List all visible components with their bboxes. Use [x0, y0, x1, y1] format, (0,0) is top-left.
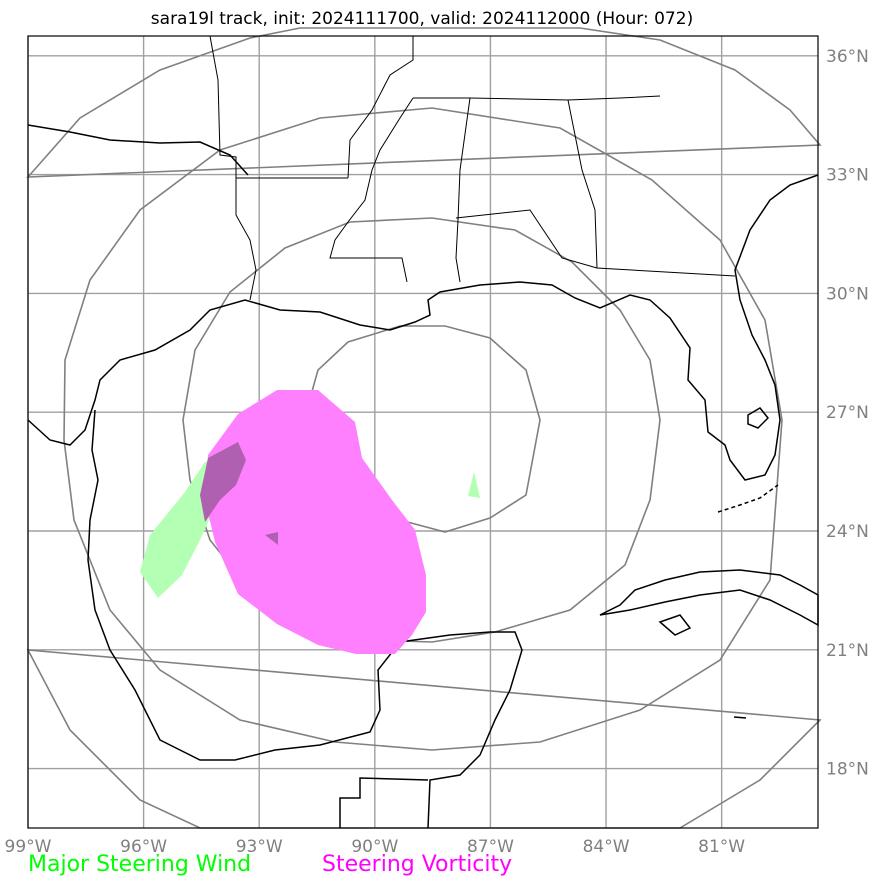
lon-tick-label: 99°W — [5, 837, 52, 857]
overlap-area — [265, 532, 278, 545]
range-ring-3 — [63, 107, 783, 751]
lon-tick-label: 93°W — [236, 837, 283, 857]
state-boundaries — [209, 35, 736, 301]
lon-tick-label: 81°W — [698, 837, 745, 857]
keys-coastline — [717, 484, 779, 513]
range-ring-4 — [26, 27, 822, 178]
lat-tick-label: 27°N — [826, 403, 869, 423]
coastlines — [27, 124, 819, 829]
range-rings — [26, 27, 822, 829]
cuba-coastline — [599, 569, 819, 627]
legend-steering-vorticity: Steering Vorticity — [322, 852, 513, 877]
lon-tick-label: 84°W — [583, 837, 630, 857]
overlap-area — [200, 442, 246, 522]
map-frame — [27, 35, 819, 829]
island-coastline — [733, 716, 747, 719]
legend-major-steering-wind: Major Steering Wind — [28, 852, 252, 877]
tick-labels: 99°W 96°W 93°W 90°W 87°W 84°W 81°W 36°N 33°N 30°N… — [5, 47, 869, 857]
gulf-coastline — [27, 124, 819, 829]
island-coastline — [658, 614, 692, 636]
lat-tick-label: 24°N — [826, 522, 869, 542]
lat-tick-label: 21°N — [826, 641, 869, 661]
lon-tick-label: 90°W — [351, 837, 398, 857]
lat-tick-label: 36°N — [826, 47, 869, 67]
lat-tick-label: 18°N — [826, 760, 869, 780]
lake-coastline — [747, 407, 770, 429]
lat-tick-label: 30°N — [826, 284, 869, 304]
lon-tick-label: 96°W — [120, 837, 167, 857]
map-title: sara19l track, init: 2024111700, valid: … — [150, 9, 694, 29]
range-ring-5 — [26, 649, 822, 829]
range-ring-2 — [182, 217, 661, 643]
steering-vorticity-area — [205, 390, 426, 654]
lon-tick-label: 87°W — [467, 837, 514, 857]
lat-tick-label: 33°N — [826, 166, 869, 186]
major-steering-wind-area — [468, 472, 480, 498]
